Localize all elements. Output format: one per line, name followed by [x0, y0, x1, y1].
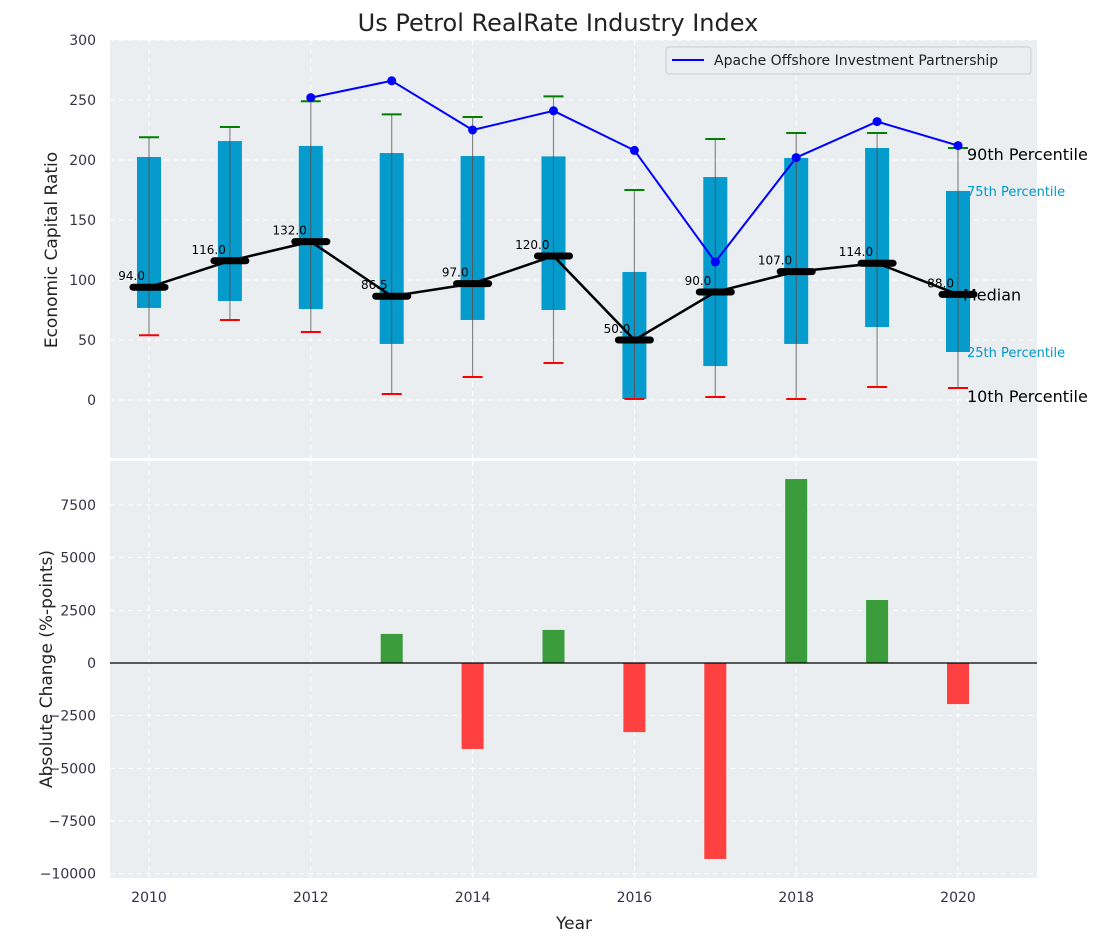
top-plot-area: [110, 40, 1037, 458]
y-tick-label: 0: [87, 393, 96, 409]
median-label: 114.0: [839, 245, 873, 259]
annotation-75th: 75th Percentile: [967, 185, 1065, 200]
y-tick-label: 250: [69, 93, 96, 109]
median-label: 50.0: [604, 322, 631, 336]
median-label: 107.0: [758, 254, 792, 268]
annotation-90th: 90th Percentile: [967, 145, 1088, 164]
overlay-point: [872, 117, 882, 127]
y-tick-label: 300: [69, 33, 96, 49]
y-tick-label: −5000: [49, 761, 96, 777]
x-tick-label: 2012: [293, 890, 329, 906]
change-bar: [380, 633, 403, 663]
change-bar: [542, 629, 565, 663]
x-tick-label: 2016: [617, 890, 653, 906]
y-tick-label: −2500: [49, 709, 96, 725]
annotation-25th: 25th Percentile: [967, 346, 1065, 361]
median-label: 86.5: [361, 278, 388, 292]
y-tick-label: 2500: [60, 603, 96, 619]
overlay-point: [387, 76, 397, 86]
y-tick-label: 7500: [60, 498, 96, 514]
y-tick-label: 5000: [60, 551, 96, 567]
x-tick-label: 2014: [455, 890, 491, 906]
chart-title: Us Petrol RealRate Industry Index: [358, 9, 759, 37]
median-label: 120.0: [515, 238, 549, 252]
overlay-point: [306, 93, 316, 103]
change-bar: [785, 479, 808, 663]
overlay-point: [468, 125, 478, 135]
legend-entry: Apache Offshore Investment Partnership: [714, 53, 998, 69]
legend: Apache Offshore Investment Partnership: [665, 46, 1032, 75]
y-tick-label: 200: [69, 153, 96, 169]
y-tick-label: −7500: [49, 814, 96, 830]
median-label: 132.0: [272, 224, 306, 238]
bottom-y-axis-label: Absolute Change (%-points): [37, 550, 57, 788]
overlay-point: [710, 257, 720, 267]
change-bar: [461, 663, 484, 749]
median-label: 90.0: [685, 274, 712, 288]
median-label: 88.0: [927, 276, 954, 290]
overlay-point: [953, 141, 963, 151]
overlay-point: [629, 145, 639, 155]
x-tick-label: 2010: [131, 890, 167, 906]
change-bar: [704, 663, 727, 859]
x-tick-label: 2018: [778, 890, 814, 906]
top-y-axis-label: Economic Capital Ratio: [42, 152, 62, 348]
x-tick-label: 2020: [940, 890, 976, 906]
median-label: 97.0: [442, 266, 469, 280]
overlay-point: [549, 106, 558, 116]
change-bar: [866, 600, 889, 663]
y-tick-label: 0: [87, 656, 96, 672]
x-axis-label: Year: [555, 914, 592, 934]
y-tick-label: −10000: [40, 867, 96, 883]
annotation-10th: 10th Percentile: [967, 387, 1088, 406]
y-tick-label: 50: [78, 333, 96, 349]
y-tick-label: 150: [69, 213, 96, 229]
overlay-point: [791, 153, 801, 163]
median-label: 94.0: [118, 269, 145, 283]
annotation-median: Median: [963, 285, 1021, 304]
bottom-plot-area: [110, 461, 1037, 878]
y-tick-label: 100: [69, 273, 96, 289]
median-label: 116.0: [192, 243, 226, 257]
change-bar: [947, 663, 969, 705]
change-bar: [623, 663, 646, 733]
